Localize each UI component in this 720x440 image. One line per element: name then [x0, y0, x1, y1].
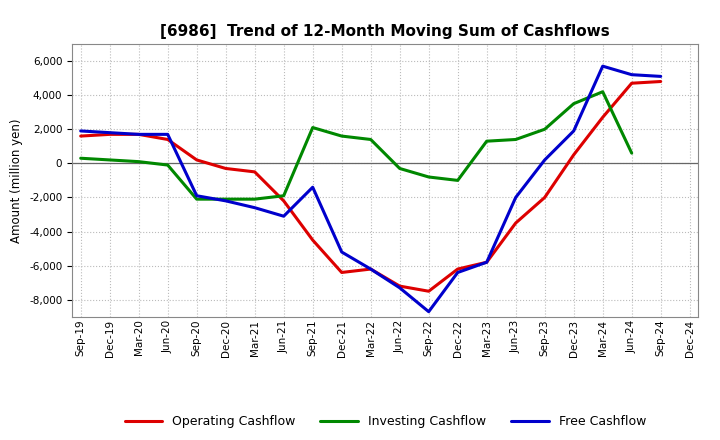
Free Cashflow	[279, 213, 288, 219]
Operating Cashflow	[135, 132, 143, 137]
Free Cashflow	[163, 132, 172, 137]
Free Cashflow	[541, 157, 549, 162]
Free Cashflow	[251, 205, 259, 210]
Operating Cashflow	[454, 267, 462, 272]
Operating Cashflow	[627, 81, 636, 86]
Legend: Operating Cashflow, Investing Cashflow, Free Cashflow: Operating Cashflow, Investing Cashflow, …	[120, 411, 651, 433]
Free Cashflow	[482, 260, 491, 265]
Investing Cashflow	[135, 159, 143, 164]
Operating Cashflow	[338, 270, 346, 275]
Free Cashflow	[395, 285, 404, 290]
Investing Cashflow	[251, 197, 259, 202]
Investing Cashflow	[308, 125, 317, 130]
Free Cashflow	[657, 74, 665, 79]
Title: [6986]  Trend of 12-Month Moving Sum of Cashflows: [6986] Trend of 12-Month Moving Sum of C…	[161, 24, 610, 39]
Y-axis label: Amount (million yen): Amount (million yen)	[11, 118, 24, 242]
Free Cashflow	[454, 270, 462, 275]
Investing Cashflow	[338, 133, 346, 139]
Line: Investing Cashflow: Investing Cashflow	[81, 92, 631, 199]
Investing Cashflow	[424, 174, 433, 180]
Investing Cashflow	[395, 166, 404, 171]
Operating Cashflow	[395, 283, 404, 289]
Investing Cashflow	[598, 89, 607, 94]
Free Cashflow	[366, 267, 375, 272]
Investing Cashflow	[221, 197, 230, 202]
Operating Cashflow	[76, 133, 85, 139]
Investing Cashflow	[366, 137, 375, 142]
Operating Cashflow	[105, 132, 114, 137]
Investing Cashflow	[511, 137, 520, 142]
Operating Cashflow	[163, 137, 172, 142]
Operating Cashflow	[570, 152, 578, 158]
Operating Cashflow	[541, 195, 549, 200]
Operating Cashflow	[192, 157, 201, 162]
Operating Cashflow	[221, 166, 230, 171]
Investing Cashflow	[570, 101, 578, 106]
Free Cashflow	[511, 195, 520, 200]
Free Cashflow	[570, 128, 578, 134]
Operating Cashflow	[657, 79, 665, 84]
Investing Cashflow	[105, 157, 114, 162]
Operating Cashflow	[366, 267, 375, 272]
Investing Cashflow	[454, 178, 462, 183]
Free Cashflow	[76, 128, 85, 134]
Investing Cashflow	[163, 162, 172, 168]
Free Cashflow	[627, 72, 636, 77]
Free Cashflow	[338, 249, 346, 255]
Free Cashflow	[221, 198, 230, 203]
Free Cashflow	[105, 130, 114, 136]
Operating Cashflow	[598, 115, 607, 120]
Investing Cashflow	[76, 156, 85, 161]
Investing Cashflow	[482, 139, 491, 144]
Line: Operating Cashflow: Operating Cashflow	[81, 81, 661, 291]
Operating Cashflow	[482, 260, 491, 265]
Investing Cashflow	[279, 193, 288, 198]
Free Cashflow	[598, 63, 607, 69]
Free Cashflow	[424, 309, 433, 314]
Operating Cashflow	[251, 169, 259, 175]
Operating Cashflow	[424, 289, 433, 294]
Investing Cashflow	[541, 127, 549, 132]
Line: Free Cashflow: Free Cashflow	[81, 66, 661, 312]
Free Cashflow	[192, 193, 201, 198]
Operating Cashflow	[308, 238, 317, 243]
Free Cashflow	[135, 132, 143, 137]
Investing Cashflow	[192, 197, 201, 202]
Operating Cashflow	[511, 220, 520, 226]
Free Cashflow	[308, 185, 317, 190]
Investing Cashflow	[627, 150, 636, 156]
Operating Cashflow	[279, 198, 288, 203]
